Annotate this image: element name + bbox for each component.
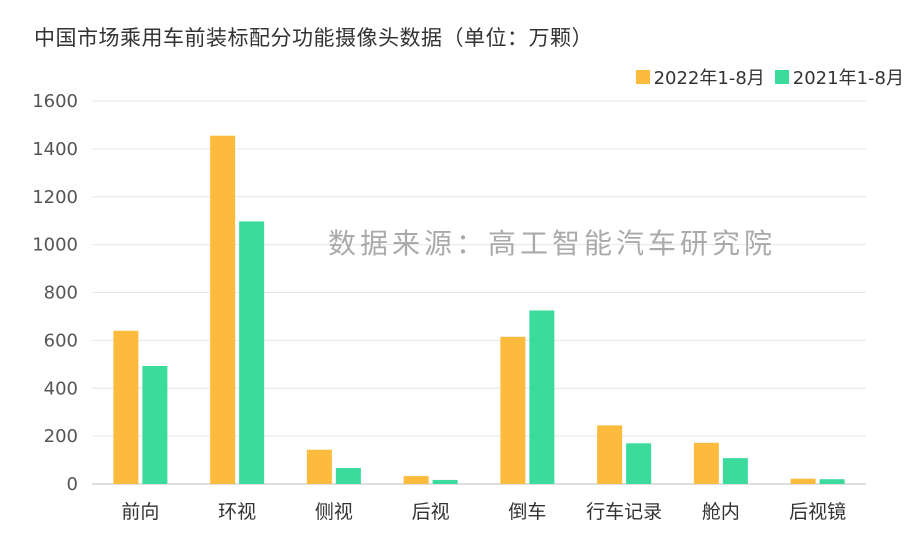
bar-2022-0	[113, 330, 139, 484]
y-tick-label: 1400	[32, 139, 78, 160]
chart-title: 中国市场乘用车前装标配分功能摄像头数据（单位：万颗）	[34, 26, 593, 50]
bar-2021-2	[335, 467, 361, 484]
bar-2021-6	[722, 458, 748, 484]
bar-2021-5	[626, 443, 652, 484]
bar-2022-3	[403, 476, 429, 484]
y-tick-label: 1000	[32, 235, 78, 256]
legend-swatch-2021	[774, 70, 789, 84]
y-tick-label: 600	[44, 330, 78, 351]
y-tick-label: 400	[44, 378, 78, 399]
x-tick-label: 倒车	[508, 501, 546, 523]
y-tick-label: 1200	[32, 187, 78, 208]
legend-label-2022: 2022年1-8月	[653, 68, 765, 89]
x-tick-label: 前向	[121, 501, 159, 523]
x-tick-label: 舱内	[702, 501, 740, 523]
bar-2022-1	[210, 135, 236, 484]
legend: 2022年1-8月 2021年1-8月	[635, 64, 904, 90]
legend-item-2022: 2022年1-8月	[635, 64, 765, 90]
bar-2022-5	[597, 425, 623, 484]
x-tick-label: 后视	[412, 501, 450, 523]
x-tick-label: 后视镜	[789, 501, 846, 523]
y-tick-label: 200	[44, 426, 78, 447]
legend-label-2021: 2021年1-8月	[792, 68, 904, 89]
y-tick-label: 800	[44, 283, 78, 304]
x-tick-label: 行车记录	[586, 501, 662, 523]
legend-item-2021: 2021年1-8月	[774, 64, 904, 90]
bar-2022-6	[693, 442, 719, 484]
bar-2022-4	[500, 336, 526, 484]
x-tick-label: 侧视	[315, 501, 353, 523]
bar-2022-2	[306, 449, 332, 484]
bar-2021-0	[142, 365, 168, 484]
bar-2021-1	[239, 221, 265, 484]
y-tick-label: 0	[67, 474, 78, 495]
legend-swatch-2022	[635, 70, 650, 84]
y-tick-label: 1600	[32, 91, 78, 112]
bar-2022-7	[790, 478, 816, 484]
x-tick-label: 环视	[218, 501, 256, 523]
watermark: 数据来源：高工智能汽车研究院	[328, 227, 777, 260]
bar-2021-4	[529, 310, 555, 484]
bar-2021-3	[432, 479, 458, 484]
bar-2021-7	[819, 479, 845, 484]
